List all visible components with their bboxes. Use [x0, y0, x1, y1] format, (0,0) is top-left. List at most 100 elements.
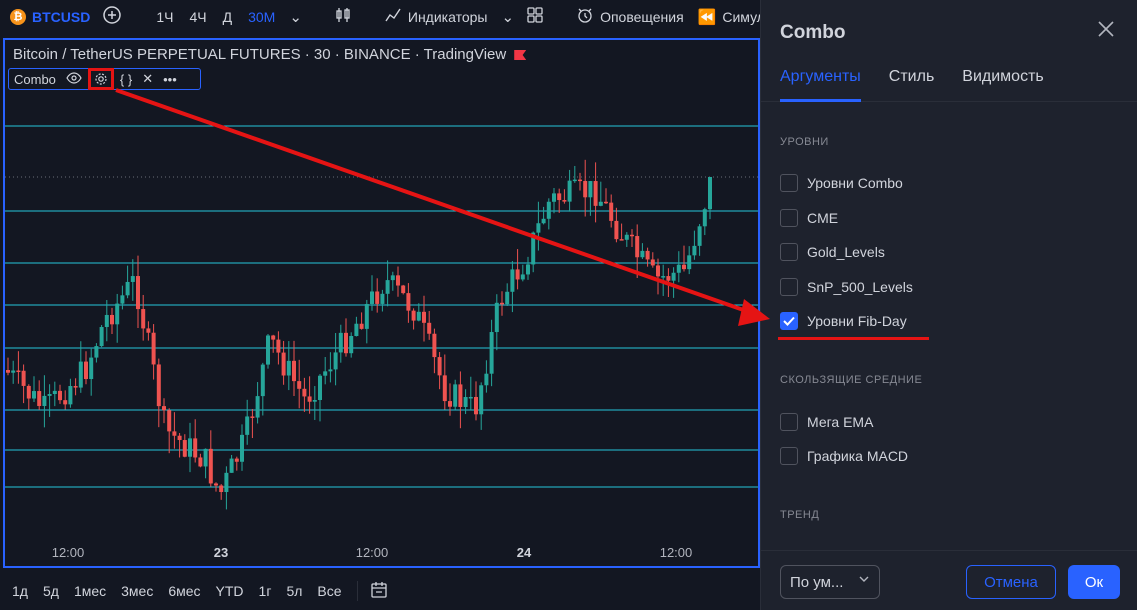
candle-body — [598, 201, 603, 206]
interval-4h[interactable]: 4Ч — [189, 9, 207, 25]
candle-body — [687, 255, 692, 270]
range-1m[interactable]: 1мес — [73, 583, 107, 599]
add-symbol-icon[interactable] — [102, 5, 122, 29]
checkbox-checked[interactable] — [780, 312, 798, 330]
symbol-label: BTCUSD — [32, 9, 91, 25]
layout-grid-icon[interactable] — [526, 6, 544, 28]
chevron-down-icon — [858, 573, 870, 588]
option-macd-graphics[interactable]: Графика MACD — [780, 447, 908, 465]
tab-arguments[interactable]: Аргументы — [780, 64, 861, 102]
candle-body — [666, 276, 671, 281]
chart-pane[interactable]: Bitcoin / TetherUS PERPETUAL FUTURES · 3… — [3, 38, 760, 568]
range-5y[interactable]: 5л — [286, 583, 303, 599]
candle-body — [115, 303, 120, 325]
candle-body — [99, 327, 104, 347]
checkbox[interactable] — [780, 174, 798, 192]
candle-body — [11, 370, 16, 373]
candle-body — [208, 448, 213, 484]
ok-button[interactable]: Ок — [1068, 565, 1120, 599]
more-icon[interactable]: ••• — [163, 71, 177, 87]
checkbox[interactable] — [780, 413, 798, 431]
option-fib-day-levels[interactable]: Уровни Fib-Day — [780, 312, 907, 330]
indicators-button[interactable]: Индикаторы — [407, 9, 488, 25]
time-tick: 12:00 — [659, 545, 693, 560]
close-icon[interactable] — [1095, 20, 1117, 42]
close-icon[interactable]: ✕ — [142, 71, 154, 86]
replay-button[interactable]: Симул — [722, 9, 765, 25]
option-combo-levels[interactable]: Уровни Combo — [780, 174, 903, 192]
candle-body — [390, 275, 395, 281]
source-code-icon[interactable]: { } — [119, 71, 133, 87]
option-snp500-levels[interactable]: SnP_500_Levels — [780, 278, 913, 296]
candle-body — [21, 370, 26, 386]
time-tick: 24 — [516, 545, 532, 560]
eye-icon[interactable] — [66, 71, 82, 87]
symbol-button[interactable]: ₿ BTCUSD — [10, 9, 90, 25]
option-label: Мега EMA — [807, 414, 874, 430]
checkbox[interactable] — [780, 209, 798, 227]
candle-body — [333, 352, 338, 370]
candle-body — [458, 384, 463, 407]
interval-1d[interactable]: Д — [222, 9, 233, 25]
alerts-button[interactable]: Оповещения — [600, 9, 684, 25]
candle-body — [156, 364, 161, 407]
candle-body — [702, 209, 707, 227]
candle-body — [58, 390, 62, 401]
candles-icon[interactable] — [334, 6, 352, 28]
tab-visibility[interactable]: Видимость — [962, 68, 1044, 85]
range-3m[interactable]: 3мес — [121, 583, 154, 599]
range-all[interactable]: Все — [317, 583, 342, 599]
candle-body — [624, 234, 629, 240]
candle-body — [110, 314, 114, 325]
calendar-icon[interactable] — [370, 581, 388, 602]
checkbox[interactable] — [780, 447, 798, 465]
candle-body — [531, 232, 536, 265]
candle-body — [307, 396, 312, 402]
option-mega-ema[interactable]: Мега EMA — [780, 413, 873, 431]
candle-body — [645, 250, 650, 260]
option-label: SnP_500_Levels — [807, 279, 913, 295]
chevron-down-icon[interactable]: ⌄ — [289, 9, 302, 26]
time-tick: 12:00 — [51, 545, 85, 560]
alarm-clock-icon — [576, 6, 594, 28]
range-5d[interactable]: 5д — [42, 583, 59, 599]
candle-body — [68, 386, 73, 405]
section-trend-heading: ТРЕНД — [780, 509, 820, 521]
flag-icon[interactable] — [514, 50, 527, 61]
tab-style[interactable]: Стиль — [888, 68, 935, 85]
candle-body — [6, 370, 10, 373]
candle-body — [676, 264, 681, 273]
candle-body — [453, 384, 458, 407]
indicator-legend[interactable]: Combo { } ✕ ••• — [8, 68, 201, 90]
cancel-button[interactable]: Отмена — [966, 565, 1056, 599]
bitcoin-icon: ₿ — [10, 9, 26, 25]
interval-30m[interactable]: 30М — [248, 9, 276, 25]
candle-body — [541, 218, 546, 224]
candle-body — [484, 373, 489, 386]
candle-body — [318, 375, 322, 400]
range-ytd[interactable]: YTD — [215, 583, 244, 599]
option-label: Gold_Levels — [807, 244, 885, 260]
interval-1h[interactable]: 1Ч — [156, 9, 174, 25]
gear-icon[interactable] — [94, 72, 108, 86]
option-gold-levels[interactable]: Gold_Levels — [780, 243, 885, 261]
candle-body — [546, 201, 551, 219]
checkbox[interactable] — [780, 243, 798, 261]
settings-gear-highlight[interactable] — [87, 68, 114, 90]
candle-body — [692, 245, 697, 256]
candle-body — [172, 431, 177, 436]
range-1y[interactable]: 1г — [258, 583, 272, 599]
chevron-down-icon[interactable]: ⌄ — [501, 9, 515, 26]
candle-body — [130, 276, 135, 282]
checkbox[interactable] — [780, 278, 798, 296]
range-6m[interactable]: 6мес — [168, 583, 201, 599]
candle-body — [47, 394, 52, 396]
candle-body — [406, 293, 411, 311]
candle-body — [260, 364, 265, 397]
candlestick-chart[interactable] — [5, 40, 760, 544]
candle-body — [281, 352, 286, 376]
option-cme[interactable]: CME — [780, 209, 838, 227]
defaults-select[interactable]: По ум... — [780, 565, 880, 599]
range-1d[interactable]: 1д — [12, 583, 28, 599]
candle-body — [442, 375, 447, 402]
